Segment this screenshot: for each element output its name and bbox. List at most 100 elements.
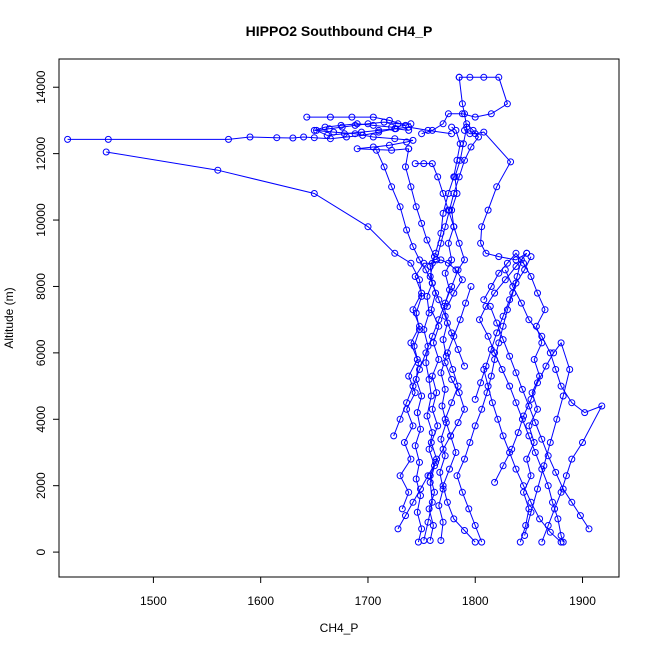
data-point: [487, 110, 495, 118]
data-point: [466, 73, 474, 81]
data-point: [416, 458, 423, 466]
data-point: [390, 432, 398, 440]
data-point: [325, 125, 333, 133]
data-point: [403, 138, 411, 146]
data-point: [458, 276, 466, 284]
data-point: [495, 339, 503, 347]
data-point: [388, 123, 396, 131]
data-point: [431, 488, 438, 496]
data-point: [493, 319, 501, 327]
data-point: [424, 342, 432, 350]
data-point: [396, 415, 404, 423]
data-point: [544, 482, 552, 490]
data-point: [461, 405, 468, 413]
data-point: [407, 259, 415, 267]
data-point: [461, 126, 468, 134]
y-tick-label: 12000: [34, 137, 48, 171]
data-point: [439, 518, 447, 526]
data-point: [517, 299, 525, 307]
data-point: [429, 339, 437, 347]
series-21: [433, 120, 482, 264]
data-point: [441, 452, 449, 460]
data-point: [443, 498, 451, 506]
data-point: [422, 349, 430, 357]
data-point: [400, 439, 408, 446]
data-point: [273, 134, 281, 142]
data-point: [289, 134, 297, 142]
data-point: [482, 362, 490, 370]
data-point: [478, 405, 486, 413]
data-point: [494, 415, 502, 423]
data-point: [581, 409, 589, 417]
y-tick-label: 2000: [34, 472, 48, 499]
data-point: [458, 110, 466, 118]
data-point: [432, 289, 440, 297]
series-line: [483, 252, 546, 543]
y-tick-label: 10000: [34, 203, 48, 237]
data-point: [518, 415, 526, 423]
series-6: [435, 73, 471, 544]
data-point: [323, 131, 331, 139]
data-point: [517, 256, 525, 264]
data-point: [402, 512, 409, 520]
data-point: [417, 492, 424, 500]
data-point: [450, 332, 458, 340]
y-axis-label: Altitude (m): [2, 287, 16, 348]
data-point: [246, 133, 254, 141]
data-point: [507, 158, 515, 166]
data-point: [369, 113, 377, 121]
data-point: [448, 283, 456, 290]
series-22: [471, 253, 535, 403]
data-point: [527, 253, 535, 261]
data-point: [477, 239, 485, 247]
data-point: [520, 482, 527, 490]
data-point: [471, 113, 479, 121]
data-point: [373, 146, 380, 154]
data-point: [407, 339, 415, 347]
data-point: [437, 537, 445, 544]
data-point: [542, 362, 550, 370]
data-point: [477, 379, 485, 387]
data-point: [439, 190, 447, 197]
data-point: [338, 123, 346, 131]
data-point: [429, 522, 437, 529]
data-point: [303, 113, 311, 121]
series-line: [474, 256, 532, 400]
data-point: [433, 455, 441, 463]
series-7: [418, 73, 511, 138]
data-point: [413, 409, 421, 417]
data-point: [443, 319, 451, 327]
data-point: [353, 120, 361, 128]
data-point: [534, 405, 541, 413]
data-point: [428, 160, 436, 168]
data-point: [396, 472, 404, 480]
data-point: [326, 113, 334, 121]
data-point: [427, 306, 435, 314]
data-point: [506, 352, 514, 360]
series-13: [486, 302, 593, 533]
data-point: [407, 455, 415, 463]
data-point: [450, 190, 458, 197]
data-point: [579, 439, 586, 446]
data-point: [388, 183, 396, 191]
data-point: [380, 163, 388, 171]
data-point: [413, 508, 421, 516]
data-point: [450, 223, 458, 231]
data-point: [413, 356, 421, 363]
data-point: [499, 336, 507, 344]
data-point: [540, 462, 548, 470]
data-point: [411, 273, 419, 280]
data-point: [452, 126, 460, 134]
data-point: [444, 259, 452, 267]
data-point: [454, 266, 462, 274]
data-point: [441, 269, 449, 277]
data-point: [310, 134, 318, 142]
data-point: [552, 366, 560, 373]
data-point: [482, 302, 490, 310]
data-point: [598, 402, 606, 410]
data-point: [553, 415, 561, 423]
data-point: [424, 472, 432, 480]
data-point: [435, 296, 443, 304]
series-line: [404, 148, 440, 541]
